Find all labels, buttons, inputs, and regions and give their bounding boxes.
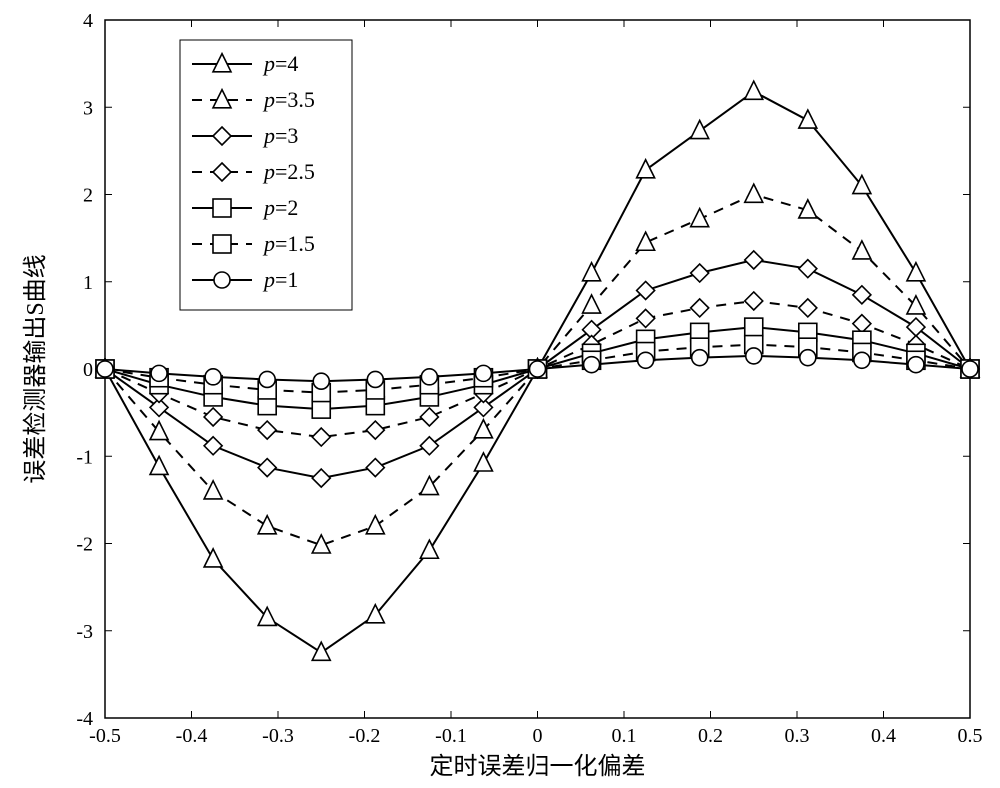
series xyxy=(97,348,978,389)
x-tick-label: 0.1 xyxy=(612,725,637,747)
y-tick-label: 3 xyxy=(83,97,93,119)
y-tick-label: -4 xyxy=(76,708,93,730)
y-tick-label: -2 xyxy=(76,534,93,556)
legend-label: p=2 xyxy=(262,195,298,220)
legend: p=4 p=3.5 p=3 p=2.5 p=2 p=1.5 p=1 xyxy=(180,40,352,310)
y-tick-label: 1 xyxy=(83,272,93,294)
x-tick-label: -0.2 xyxy=(349,725,381,747)
legend-label: p=1.5 xyxy=(262,231,315,256)
x-tick-label: 0.4 xyxy=(871,725,896,747)
y-axis-label: 误差检测器输出S曲线 xyxy=(22,254,49,483)
y-tick-label: 4 xyxy=(83,10,93,32)
x-tick-label: 0 xyxy=(533,725,543,747)
legend-label: p=2.5 xyxy=(262,159,315,184)
legend-label: p=1 xyxy=(262,267,298,292)
y-tick-label: 2 xyxy=(83,185,93,207)
x-tick-label: 0.5 xyxy=(958,725,983,747)
x-tick-label: -0.5 xyxy=(89,725,121,747)
legend-label: p=3.5 xyxy=(262,87,315,112)
legend-label: p=4 xyxy=(262,51,298,76)
x-axis-label: 定时误差归一化偏差 xyxy=(430,753,646,780)
legend-label: p=3 xyxy=(262,123,298,148)
y-tick-label: -1 xyxy=(76,446,93,468)
x-tick-label: 0.2 xyxy=(698,725,723,747)
chart-container: -0.5 -0.4 -0.3 -0.2 -0.1 0 0.1 0.2 0.3 0.4 0.5 -4 -3… xyxy=(0,0,1000,788)
x-tick-label: 0.3 xyxy=(785,725,810,747)
y-tick-label: -3 xyxy=(76,621,93,643)
y-tick-label: 0 xyxy=(83,359,93,381)
x-tick-label: -0.4 xyxy=(176,725,208,747)
x-tick-label: -0.1 xyxy=(435,725,467,747)
s-curve-chart: -0.5 -0.4 -0.3 -0.2 -0.1 0 0.1 0.2 0.3 0.4 0.5 -4 -3… xyxy=(0,0,1000,788)
x-tick-label: -0.3 xyxy=(262,725,294,747)
